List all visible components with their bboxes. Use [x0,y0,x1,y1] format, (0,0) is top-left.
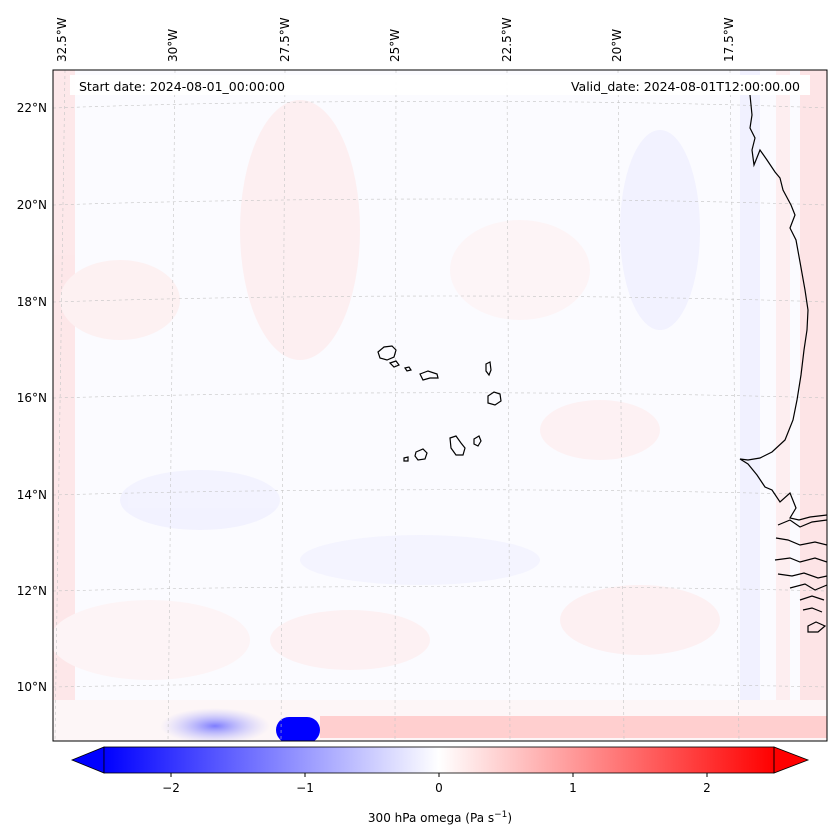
island-sao-vicente [388,360,400,368]
negative-anomaly-2 [276,717,320,741]
island-sal [485,361,492,377]
valid-date-label: Valid_date: 2024-08-01T12:00:00.00 [571,79,800,94]
island-sao-nicolau [419,370,439,381]
colorbar-title: 300 hPa omega (Pa s−1) [368,810,512,825]
lat-label: 10°N [17,680,47,694]
lon-label: 32.5°W [55,17,69,62]
lat-label: 18°N [17,295,47,309]
lon-label: 27.5°W [278,17,292,62]
header-box [70,75,810,95]
island-brava [403,456,409,462]
island-fogo [414,448,428,461]
colorbar-extend-max [773,746,810,774]
africa-coastline [739,94,827,633]
colorbar-gradient [104,747,774,773]
lon-label: 30°W [166,29,180,62]
island-santo-antao [377,345,397,361]
island-santa-luzia [404,366,412,372]
lon-label: 25°W [388,29,402,62]
start-date-label: Start date: 2024-08-01_00:00:00 [79,79,285,94]
map-panel [53,70,827,741]
cape-verde-islands [377,345,502,462]
colorbar-extend-min [70,746,105,774]
negative-anomaly-1 [160,708,270,741]
colorbar-tick-label: 0 [435,781,443,795]
island-santiago [449,435,466,456]
lon-label: 17.5°W [722,17,736,62]
lat-label: 20°N [17,198,47,212]
colorbar-tick-label: −1 [296,781,314,795]
lat-label: 14°N [17,488,47,502]
lat-labels: 22°N 20°N 18°N 16°N 14°N 12°N 10°N [17,101,47,694]
island-maio [473,435,482,447]
lat-label: 22°N [17,101,47,115]
island-boa-vista [487,391,502,406]
colorbar-tick-label: −2 [162,781,180,795]
colorbar: −2 −1 0 1 2 300 hPa omega (Pa s−1) [70,746,810,825]
lon-label: 20°W [610,29,624,62]
lon-label: 22.5°W [500,17,514,62]
lat-label: 12°N [17,584,47,598]
gridlines [53,70,827,741]
colorbar-tick-label: 2 [703,781,711,795]
colorbar-tick-label: 1 [569,781,577,795]
edge-positive-band [320,716,827,738]
map-frame [52,69,828,742]
lon-labels: 32.5°W 30°W 27.5°W 25°W 22.5°W 20°W 17.5… [55,17,736,62]
colorbar-ticks [170,773,708,777]
lat-label: 16°N [17,391,47,405]
